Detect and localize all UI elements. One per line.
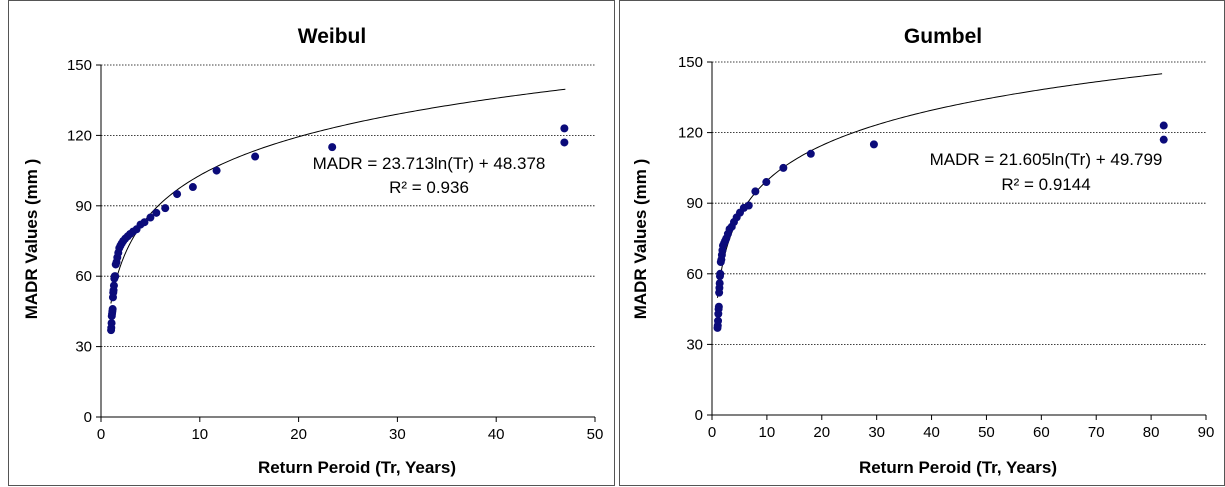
chart-title: Gumbel xyxy=(904,25,982,48)
x-tick-label: 40 xyxy=(488,426,505,443)
data-point xyxy=(806,149,815,158)
data-point xyxy=(715,279,724,288)
y-tick-label: 150 xyxy=(67,57,92,74)
data-point xyxy=(869,140,878,149)
y-tick-label: 120 xyxy=(67,127,92,144)
x-tick-label: 20 xyxy=(813,424,830,441)
x-tick-label: 90 xyxy=(1198,424,1215,441)
x-tick-label: 30 xyxy=(389,426,406,443)
data-point xyxy=(744,201,753,210)
data-point xyxy=(140,218,149,227)
y-axis-label: MADR Values (mm ) xyxy=(22,159,41,320)
y-tick-label: 60 xyxy=(686,266,703,283)
data-point xyxy=(108,305,117,314)
data-point xyxy=(251,152,260,161)
data-point xyxy=(762,178,771,187)
x-tick-label: 30 xyxy=(868,424,885,441)
x-axis-label: Return Peroid (Tr, Years) xyxy=(258,458,456,477)
data-point xyxy=(212,166,221,175)
y-tick-label: 30 xyxy=(686,336,703,353)
data-point xyxy=(560,138,569,147)
x-tick-label: 70 xyxy=(1088,424,1105,441)
y-tick-label: 30 xyxy=(75,339,92,356)
data-point xyxy=(188,183,197,192)
data-point xyxy=(328,143,337,152)
x-tick-label: 60 xyxy=(1033,424,1050,441)
chart-panel-gumbel: Gumbel Return Peroid (Tr, Years) MADR Va… xyxy=(619,0,1225,486)
x-tick-label: 10 xyxy=(759,424,776,441)
chart-marks: 0 30 60 90 120 150 0 10 20 30 40 50 xyxy=(67,57,603,443)
data-point xyxy=(560,124,569,133)
y-tick-label: 120 xyxy=(678,125,703,142)
data-point xyxy=(1159,135,1168,144)
data-point xyxy=(107,319,116,328)
x-tick-label: 10 xyxy=(191,426,208,443)
trendline xyxy=(110,88,566,304)
y-tick-label: 150 xyxy=(678,54,703,71)
data-point xyxy=(152,208,161,217)
x-tick-label: 0 xyxy=(708,424,716,441)
x-tick-label: 20 xyxy=(290,426,307,443)
y-tick-label: 60 xyxy=(75,268,92,285)
data-point xyxy=(173,190,182,199)
y-tick-label: 0 xyxy=(695,407,703,424)
data-point xyxy=(779,163,788,172)
data-point xyxy=(714,316,723,325)
data-point xyxy=(751,187,760,196)
data-point xyxy=(714,302,723,311)
y-tick-label: 90 xyxy=(75,198,92,215)
x-tick-label: 40 xyxy=(923,424,940,441)
chart-panel-weibul: Weibul Return Peroid (Tr, Years) MADR Va… xyxy=(8,0,615,486)
data-point xyxy=(109,281,118,290)
data-point xyxy=(1159,121,1168,130)
chart-marks: 0 30 60 90 120 150 0 10 20 30 40 50 60 70 80 90 xyxy=(678,54,1214,441)
data-point xyxy=(161,204,170,213)
equation-text: MADR = 21.605ln(Tr) + 49.799 xyxy=(930,150,1163,169)
x-axis-label: Return Peroid (Tr, Years) xyxy=(859,458,1057,477)
chart-title: Weibul xyxy=(298,25,366,48)
x-tick-label: 50 xyxy=(587,426,604,443)
trendline xyxy=(716,73,1163,298)
x-tick-label: 0 xyxy=(97,426,105,443)
data-point xyxy=(111,272,120,281)
x-tick-label: 80 xyxy=(1143,424,1160,441)
x-tick-label: 50 xyxy=(978,424,995,441)
y-tick-label: 90 xyxy=(686,195,703,212)
equation-text: MADR = 23.713ln(Tr) + 48.378 xyxy=(313,154,546,173)
gumbel-chart: Gumbel Return Peroid (Tr, Years) MADR Va… xyxy=(631,25,1214,477)
data-point xyxy=(716,269,725,278)
y-axis-label: MADR Values (mm ) xyxy=(631,159,650,320)
weibul-chart: Weibul Return Peroid (Tr, Years) MADR Va… xyxy=(22,25,603,477)
y-tick-label: 0 xyxy=(84,409,92,426)
r-squared-text: R² = 0.936 xyxy=(389,178,469,197)
data-point xyxy=(146,213,155,222)
r-squared-text: R² = 0.9144 xyxy=(1001,175,1090,194)
